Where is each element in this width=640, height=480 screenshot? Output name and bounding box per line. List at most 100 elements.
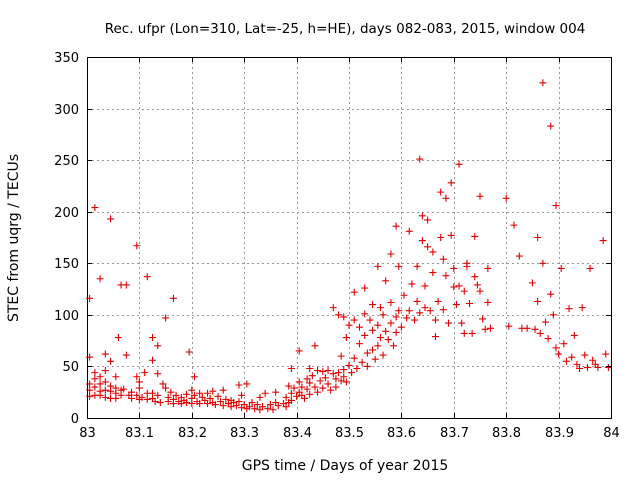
data-point — [219, 386, 227, 394]
data-point — [602, 350, 610, 358]
data-point — [120, 385, 128, 393]
data-point — [274, 402, 282, 410]
data-point — [547, 122, 555, 130]
data-point — [340, 366, 348, 374]
y-tick-label: 250 — [54, 154, 79, 169]
data-point — [484, 264, 492, 272]
data-point — [167, 388, 175, 396]
y-tick-label: 300 — [54, 103, 79, 118]
data-point — [272, 388, 280, 396]
data-point — [196, 389, 204, 397]
data-point — [143, 395, 151, 403]
data-point — [560, 340, 568, 348]
data-point — [319, 384, 327, 392]
data-point — [117, 391, 125, 399]
data-point — [552, 344, 560, 352]
data-point — [172, 391, 180, 399]
data-point — [429, 248, 437, 256]
data-point — [476, 192, 484, 200]
data-point — [319, 368, 327, 376]
data-point — [259, 403, 267, 411]
data-point — [395, 262, 403, 270]
data-point — [421, 282, 429, 290]
data-point — [335, 311, 343, 319]
data-point — [376, 304, 384, 312]
data-point — [361, 284, 369, 292]
data-point — [256, 393, 264, 401]
data-point — [96, 373, 104, 381]
data-point — [314, 367, 322, 375]
data-point — [324, 367, 332, 375]
data-point — [122, 351, 130, 359]
data-point — [523, 324, 531, 332]
data-point — [96, 275, 104, 283]
data-point — [285, 382, 293, 390]
data-point — [101, 367, 109, 375]
data-point — [282, 393, 290, 401]
data-point — [190, 391, 198, 399]
data-point — [133, 242, 141, 250]
data-point — [311, 383, 319, 391]
data-point — [429, 269, 437, 277]
data-point — [539, 259, 547, 267]
data-point — [324, 380, 332, 388]
data-point — [300, 394, 308, 402]
y-tick-label: 50 — [62, 360, 79, 375]
data-points — [86, 79, 612, 414]
data-point — [387, 298, 395, 306]
data-point — [204, 389, 212, 397]
data-point — [439, 306, 447, 314]
data-point — [266, 401, 274, 409]
data-point — [531, 325, 539, 333]
data-point — [91, 369, 99, 377]
data-point — [154, 342, 162, 350]
data-point — [536, 329, 544, 337]
data-point — [447, 179, 455, 187]
data-point — [450, 264, 458, 272]
data-point — [332, 383, 340, 391]
data-point — [355, 323, 363, 331]
data-point — [534, 234, 542, 241]
data-point — [211, 401, 219, 409]
data-point — [188, 400, 196, 408]
data-point — [264, 405, 272, 413]
data-point — [154, 391, 162, 399]
data-point — [421, 304, 429, 312]
data-point — [599, 237, 607, 245]
data-point — [169, 400, 177, 408]
data-point — [452, 301, 460, 309]
data-point — [390, 342, 398, 350]
data-point — [416, 309, 424, 317]
data-point — [413, 262, 421, 270]
data-point — [282, 403, 290, 411]
data-point — [369, 326, 377, 334]
data-point — [576, 364, 584, 372]
data-point — [418, 237, 426, 245]
x-tick-label: 83.2 — [178, 426, 207, 441]
data-point — [107, 387, 115, 395]
data-point — [245, 403, 253, 411]
data-point — [308, 372, 316, 380]
data-point — [450, 283, 458, 291]
data-point — [112, 394, 120, 402]
data-point — [549, 311, 557, 319]
data-point — [238, 391, 246, 399]
chart-title: Rec. ufpr (Lon=310, Lat=-25, h=HE), days… — [105, 21, 586, 37]
data-point — [366, 316, 374, 324]
data-point — [345, 361, 353, 369]
data-point — [350, 354, 358, 362]
data-point — [445, 319, 453, 327]
x-axis-tick-labels: 83 83.1 83.2 83.3 83.4 83.5 83.6 83.7 83.8 83.9 84 — [79, 426, 620, 441]
data-point — [413, 297, 421, 305]
data-point — [154, 370, 162, 378]
data-point — [290, 384, 298, 392]
data-point — [374, 321, 382, 329]
data-point — [243, 380, 251, 388]
data-point — [337, 377, 345, 385]
data-point — [374, 342, 382, 350]
data-point — [379, 311, 387, 319]
data-point — [562, 357, 570, 365]
data-point — [468, 329, 476, 337]
data-point — [395, 307, 403, 315]
